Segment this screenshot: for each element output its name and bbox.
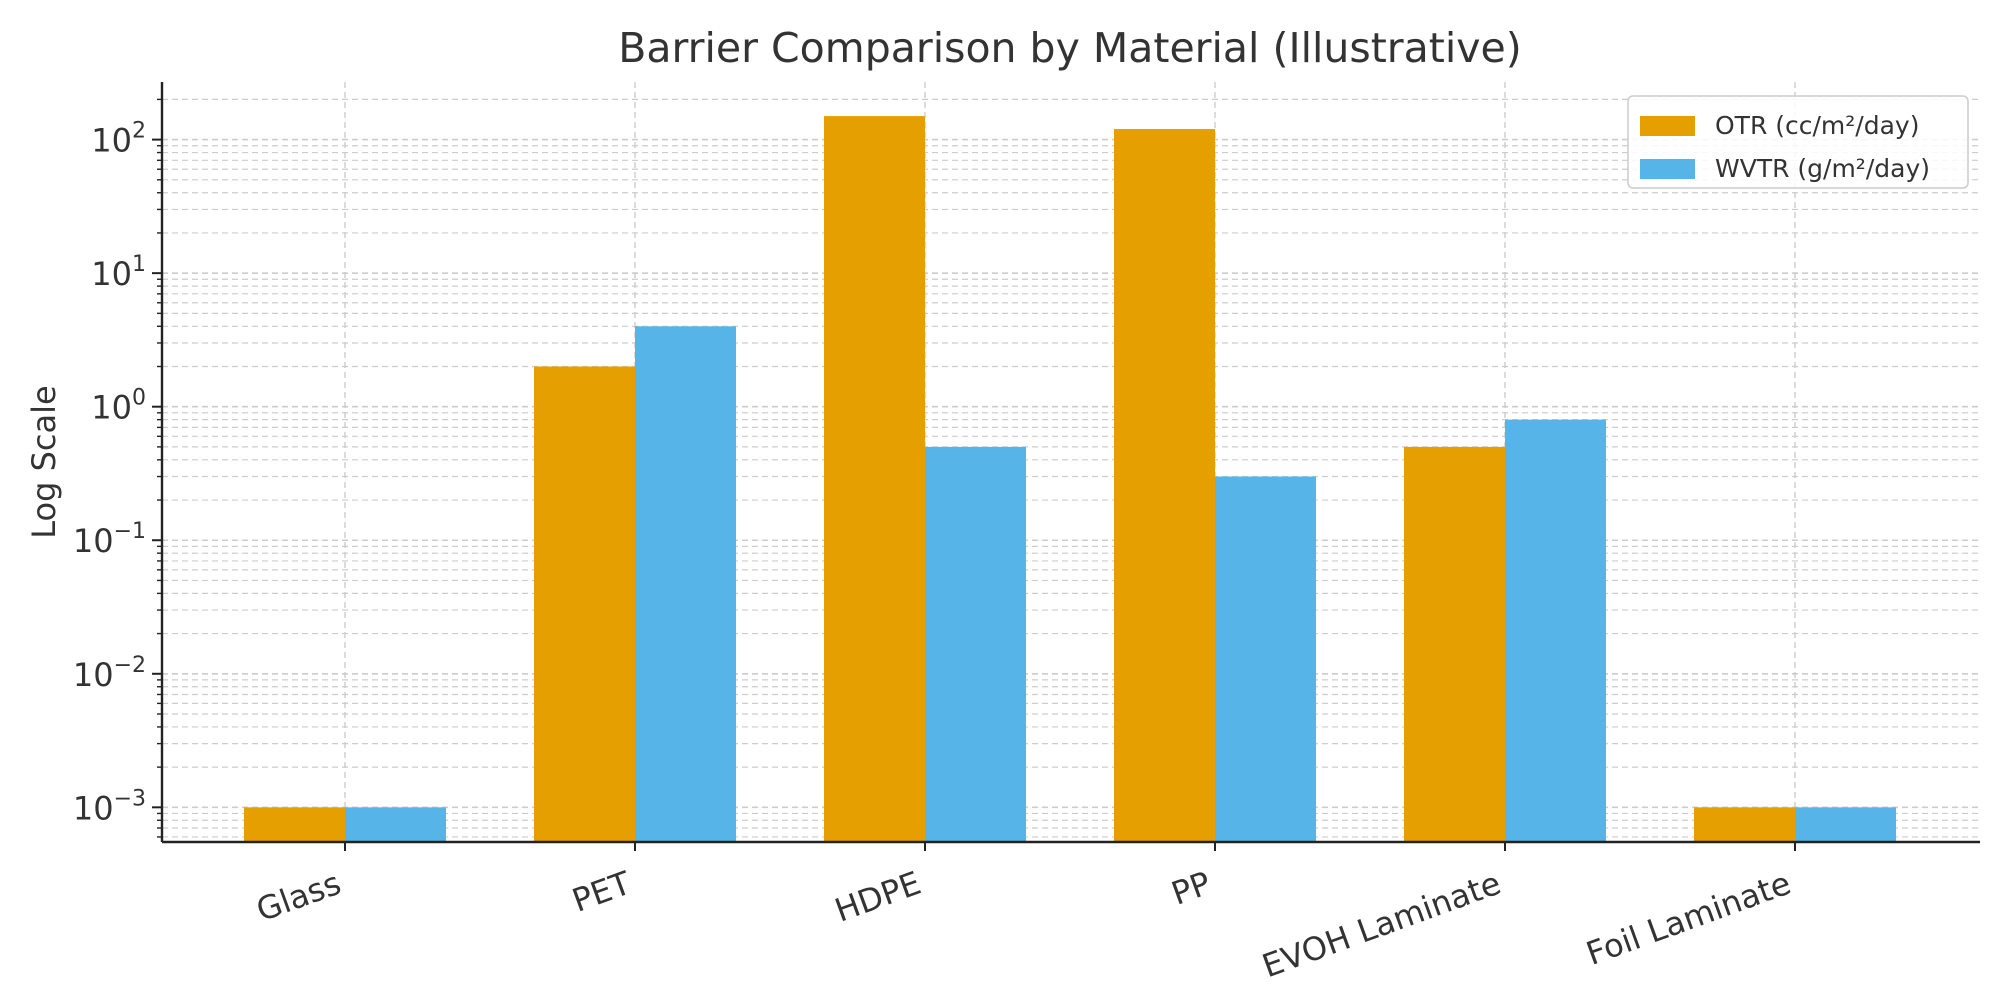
y-tick-label: 10−2: [73, 653, 146, 694]
bar-wvtr-pp: [1215, 476, 1316, 842]
y-tick-label: 102: [91, 119, 146, 160]
y-tick-label: 101: [91, 252, 146, 293]
bars: [244, 116, 1896, 843]
bar-wvtr-evoh-laminate: [1505, 419, 1606, 842]
y-ticks: 10−3 10−2 10−1 100 101 102: [73, 119, 146, 828]
x-tick-label: Glass: [251, 864, 345, 929]
y-tick-label: 10−1: [73, 519, 146, 560]
x-tick-label: EVOH Laminate: [1257, 864, 1505, 985]
y-axis-label: Log Scale: [25, 385, 63, 538]
bar-otr-hdpe: [824, 116, 925, 843]
x-ticks: Glass PET HDPE PP EVOH Laminate Foil Laminate: [251, 864, 1795, 986]
bar-otr-evoh-laminate: [1404, 446, 1505, 842]
x-tick-label: HDPE: [830, 864, 926, 930]
x-tick-label: PET: [567, 864, 636, 920]
legend-swatch: [1640, 159, 1695, 179]
legend-label: WVTR (g/m²/day): [1715, 154, 1930, 183]
bar-wvtr-foil-laminate: [1795, 807, 1896, 842]
legend-swatch: [1640, 116, 1695, 136]
y-tick-label: 10−3: [73, 786, 146, 827]
bar-otr-foil-laminate: [1694, 807, 1795, 842]
bar-wvtr-pet: [635, 326, 736, 842]
bar-otr-glass: [244, 807, 345, 842]
x-tick-label: Foil Laminate: [1581, 864, 1795, 973]
bar-wvtr-glass: [345, 807, 446, 842]
axes: [152, 82, 1980, 851]
y-tick-label: 100: [91, 386, 146, 427]
legend: OTR (cc/m²/day) WVTR (g/m²/day): [1627, 95, 1969, 189]
x-tick-label: PP: [1166, 864, 1215, 913]
legend-label: OTR (cc/m²/day): [1715, 111, 1919, 140]
bar-otr-pet: [534, 366, 635, 842]
bar-wvtr-hdpe: [925, 446, 1026, 842]
legend-box: [1627, 95, 1969, 189]
bar-otr-pp: [1114, 129, 1215, 842]
chart-title: Barrier Comparison by Material (Illustra…: [618, 24, 1521, 72]
grid-lines: [162, 82, 1980, 842]
